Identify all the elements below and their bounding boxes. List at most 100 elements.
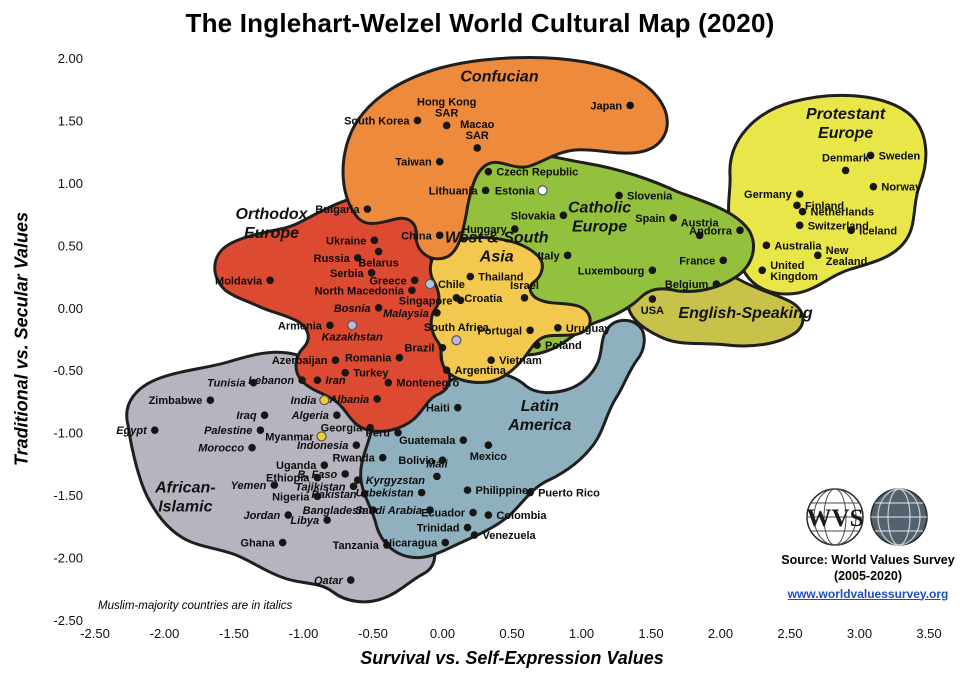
country-dot bbox=[378, 453, 387, 462]
country-dot bbox=[695, 231, 704, 240]
country-label: Tajikistan bbox=[295, 481, 346, 493]
country-dot bbox=[373, 395, 381, 403]
country-dot bbox=[463, 523, 472, 532]
x-tick-label: 2.00 bbox=[708, 626, 733, 641]
country-dot bbox=[341, 470, 350, 478]
country-label: South Africa bbox=[424, 322, 490, 334]
country-dot bbox=[487, 356, 495, 365]
country-label: Philippines bbox=[476, 485, 535, 497]
country-label: Peru bbox=[366, 428, 390, 440]
country-dot bbox=[435, 231, 444, 240]
country-dot bbox=[481, 186, 490, 195]
x-tick-label: 1.00 bbox=[569, 626, 594, 641]
y-tick-label: 2.00 bbox=[58, 51, 83, 66]
country-label: Uruguay bbox=[566, 323, 612, 335]
country-dot bbox=[313, 376, 322, 385]
country-label: Chile bbox=[438, 279, 465, 291]
x-tick-label: 3.00 bbox=[847, 626, 872, 641]
country-dot bbox=[369, 506, 377, 514]
muslim-majority-note: Muslim-majority countries are in italics bbox=[98, 600, 293, 612]
country-dot bbox=[758, 266, 766, 275]
country-dot bbox=[349, 482, 358, 491]
country-dot bbox=[438, 456, 447, 464]
country-label: Turkey bbox=[353, 368, 389, 380]
country-dot bbox=[438, 343, 447, 352]
country-dot bbox=[341, 368, 350, 377]
country-label: Luxembourg bbox=[578, 265, 645, 277]
country-label: Colombia bbox=[496, 510, 547, 522]
zone-blob-latin-america bbox=[359, 318, 646, 560]
zone-label-orthodox-europe: Orthodox Europe bbox=[236, 206, 309, 242]
country-dot bbox=[563, 251, 572, 260]
wvs-logo: WVS bbox=[806, 488, 928, 546]
country-dot bbox=[417, 488, 426, 497]
country-dot bbox=[814, 251, 822, 260]
country-label: Greece bbox=[369, 275, 406, 287]
country-label: B. Faso bbox=[297, 469, 337, 481]
country-label: Tunisia bbox=[207, 378, 245, 390]
country-dot bbox=[451, 335, 462, 346]
country-label: Poland bbox=[545, 340, 582, 352]
country-label: Netherlands bbox=[811, 207, 875, 219]
country-label: Haiti bbox=[426, 403, 450, 415]
country-label: Taiwan bbox=[395, 157, 432, 169]
country-label: China bbox=[401, 230, 432, 242]
country-label: Uzbekistan bbox=[356, 488, 414, 500]
country-label: Andorra bbox=[689, 225, 733, 237]
country-label: Nicaragua bbox=[384, 538, 438, 550]
country-label: Spain bbox=[635, 213, 665, 225]
country-label: Puerto Rico bbox=[538, 488, 600, 500]
country-dot bbox=[383, 541, 391, 549]
country-label: Portugal bbox=[477, 325, 522, 337]
country-dot bbox=[484, 167, 493, 176]
country-dot bbox=[360, 490, 369, 498]
country-label: Italy bbox=[538, 250, 561, 262]
country-label: Ecuador bbox=[421, 508, 466, 520]
country-label: Sweden bbox=[879, 150, 921, 162]
country-dot bbox=[424, 278, 436, 290]
country-dot bbox=[413, 116, 422, 125]
country-label: Iraq bbox=[236, 410, 256, 422]
country-label: Kazakhstan bbox=[322, 331, 383, 343]
worldvaluessurvey-link[interactable]: www.worldvaluessurvey.org bbox=[787, 586, 949, 601]
country-label: India bbox=[291, 395, 317, 407]
country-dot bbox=[463, 486, 472, 494]
country-label: Estonia bbox=[495, 185, 536, 197]
country-label: Macao SAR bbox=[460, 119, 495, 142]
country-label: Denmark bbox=[822, 152, 870, 164]
country-dot bbox=[353, 254, 362, 262]
country-dot bbox=[331, 356, 340, 365]
country-label: Uganda bbox=[276, 460, 317, 472]
country-dot bbox=[442, 121, 451, 130]
country-label: United Kingdom bbox=[770, 260, 818, 283]
x-tick-label: 0.00 bbox=[430, 626, 455, 641]
country-dot bbox=[669, 214, 678, 222]
country-dot bbox=[435, 157, 444, 166]
country-label: Thailand bbox=[478, 272, 523, 284]
country-dot bbox=[384, 378, 393, 387]
country-dot bbox=[206, 396, 215, 404]
country-dot bbox=[323, 516, 331, 524]
country-dot bbox=[869, 182, 878, 191]
x-tick-label: -2.50 bbox=[80, 626, 110, 641]
country-dot bbox=[648, 295, 657, 303]
country-dot bbox=[554, 323, 562, 332]
country-label: Belarus bbox=[358, 258, 398, 270]
country-label: Vietnam bbox=[499, 355, 542, 367]
country-dot bbox=[278, 538, 287, 547]
country-dot bbox=[795, 221, 804, 230]
country-label: Austria bbox=[681, 217, 720, 229]
country-label: Czech Republic bbox=[496, 167, 578, 179]
country-label: Moldavia bbox=[215, 275, 263, 287]
country-label: Iceland bbox=[859, 225, 897, 237]
country-label: Finland bbox=[805, 200, 844, 212]
country-dot bbox=[270, 481, 279, 489]
country-dot bbox=[484, 511, 493, 519]
country-label: Slovenia bbox=[627, 190, 673, 202]
x-tick-label: 1.50 bbox=[638, 626, 663, 641]
country-label: Guatemala bbox=[399, 435, 456, 447]
country-label: Venezuela bbox=[482, 530, 536, 542]
country-dot bbox=[847, 226, 855, 235]
zone-label-west-south-asia: West & South Asia bbox=[445, 230, 549, 266]
